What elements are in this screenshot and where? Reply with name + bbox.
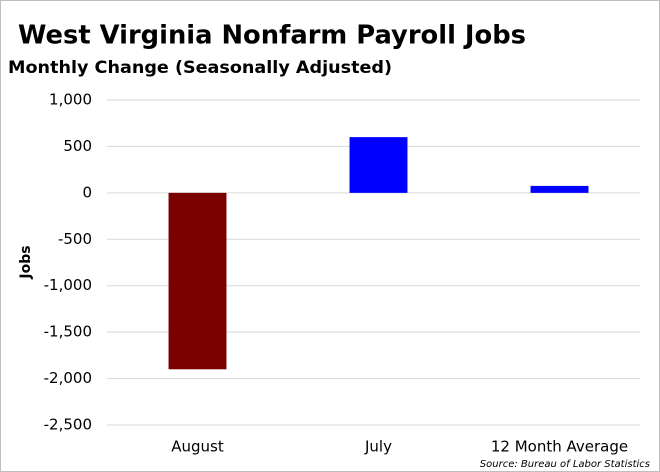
y-tick-label: 0 xyxy=(82,183,92,201)
y-tick-label: -1,000 xyxy=(44,276,92,294)
y-tick-label: -2,500 xyxy=(44,416,92,434)
y-tick-label: 1,000 xyxy=(49,91,92,109)
x-tick-label: July xyxy=(364,438,392,456)
y-axis-label: Jobs xyxy=(18,245,34,279)
bar xyxy=(530,185,589,193)
y-tick-label: -2,000 xyxy=(44,369,92,387)
source-note: Source: Bureau of Labor Statistics xyxy=(480,459,650,470)
y-tick-label: 500 xyxy=(63,137,92,155)
bar xyxy=(168,192,227,370)
chart-title: West Virginia Nonfarm Payroll Jobs xyxy=(18,21,526,51)
x-tick-label: 12 Month Average xyxy=(491,438,628,456)
bar xyxy=(349,137,408,193)
y-tick-label: -500 xyxy=(58,230,92,248)
x-tick-label: August xyxy=(171,438,224,456)
chart-subtitle: Monthly Change (Seasonally Adjusted) xyxy=(8,58,392,78)
y-tick-label: -1,500 xyxy=(44,323,92,341)
